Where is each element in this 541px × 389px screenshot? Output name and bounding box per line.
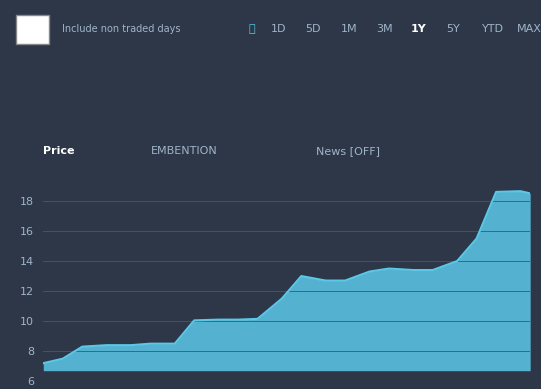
Text: 5D: 5D bbox=[306, 24, 321, 34]
Text: 1Y: 1Y bbox=[411, 24, 427, 34]
Text: 1D: 1D bbox=[270, 24, 286, 34]
Text: 1M: 1M bbox=[341, 24, 358, 34]
FancyBboxPatch shape bbox=[16, 14, 49, 44]
Text: 3M: 3M bbox=[376, 24, 393, 34]
Text: 5Y: 5Y bbox=[446, 24, 460, 34]
Text: News [OFF]: News [OFF] bbox=[316, 146, 380, 156]
Text: Price: Price bbox=[43, 146, 75, 156]
Text: ⓘ: ⓘ bbox=[249, 24, 255, 34]
Text: EMBENTION: EMBENTION bbox=[150, 146, 217, 156]
Text: MAX: MAX bbox=[517, 24, 541, 34]
Text: YTD: YTD bbox=[481, 24, 504, 34]
Text: Include non traded days: Include non traded days bbox=[62, 24, 181, 34]
